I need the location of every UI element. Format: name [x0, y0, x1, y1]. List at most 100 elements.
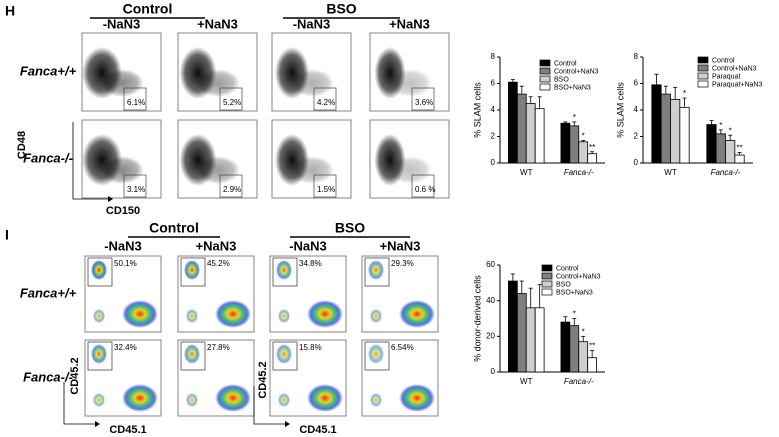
legend-label: Paraquat+NaN3: [712, 81, 763, 88]
legend-swatch: [697, 80, 709, 88]
bar: [507, 280, 518, 373]
condition-label: -NaN3: [289, 238, 327, 253]
axis-arrow: [63, 382, 95, 425]
row-label: Fanca+/+: [20, 285, 77, 300]
condition-label: -NaN3: [293, 16, 331, 31]
bar: [578, 341, 589, 373]
y-tick-label: 6: [491, 79, 496, 88]
cell-cloud: [307, 384, 343, 412]
bar: [715, 133, 726, 164]
group-label: BSO: [326, 1, 356, 17]
cell-cloud: [370, 309, 382, 323]
cell-cloud: [100, 156, 144, 184]
x-tick-label: WT: [520, 377, 533, 386]
bar: [560, 122, 571, 164]
gate: [180, 341, 206, 371]
legend-label: Control: [712, 57, 735, 64]
y-axis-label: % donor-derived cells: [472, 275, 482, 362]
gate: [411, 174, 435, 198]
gate-percent: 32.4%: [114, 343, 137, 352]
cell-cloud: [122, 384, 158, 412]
bar: [734, 154, 745, 164]
significance: *: [573, 310, 576, 319]
y-tick-label: 4: [634, 105, 639, 114]
cell-cloud: [184, 260, 200, 280]
arrow-head: [95, 421, 100, 427]
gate-percent: 1.5%: [317, 185, 335, 194]
bar: [660, 93, 671, 164]
y-tick-label: 60: [486, 260, 495, 269]
gate: [87, 341, 113, 371]
y-tick-label: 0: [634, 158, 639, 167]
cell-cloud: [196, 156, 240, 184]
significance: *: [683, 89, 686, 98]
x-axis-label: CD45.1: [109, 424, 146, 436]
legend-label: Control: [554, 60, 577, 67]
cell-cloud: [91, 260, 107, 280]
bar: [578, 141, 589, 164]
y-axis-label: CD48: [16, 131, 28, 159]
gate: [364, 341, 390, 371]
bar: [679, 106, 690, 164]
cell-cloud: [388, 69, 432, 97]
cell-cloud: [276, 344, 292, 364]
panel-label: I: [5, 227, 9, 243]
axis-arrow: [72, 122, 108, 200]
axis-arrow: [253, 386, 285, 425]
legend-label: Control+NaN3: [554, 68, 599, 75]
significance: **: [736, 144, 742, 153]
bar: [534, 108, 545, 164]
row-label: Fanca-/-: [23, 369, 73, 384]
x-tick-label: Fanca-/-: [564, 377, 594, 386]
legend-swatch: [539, 83, 551, 91]
group-label: Control: [123, 1, 173, 17]
y-tick-label: 0: [491, 367, 496, 376]
legend-swatch: [539, 67, 551, 75]
legend-swatch: [697, 64, 709, 72]
cell-cloud: [278, 309, 290, 323]
gate-percent: 50.1%: [114, 259, 137, 268]
x-tick-label: WT: [664, 168, 677, 177]
y-tick-label: 2: [491, 132, 496, 141]
gate: [411, 87, 435, 111]
gate-percent: 15.8%: [299, 343, 322, 352]
y-axis-label: % SLAM cells: [472, 82, 482, 138]
gate: [123, 174, 147, 198]
x-axis-label: CD150: [106, 205, 140, 217]
cell-cloud: [368, 344, 384, 364]
x-tick-label: WT: [520, 168, 533, 177]
y-tick-label: 20: [486, 331, 495, 340]
cell-cloud: [100, 69, 144, 97]
bar: [560, 321, 571, 373]
gate-percent: 34.8%: [299, 259, 322, 268]
y-axis-label: CD45.2: [69, 357, 81, 394]
bar: [725, 140, 736, 164]
legend-swatch: [541, 288, 553, 296]
cell-cloud: [290, 69, 334, 97]
significance: *: [582, 327, 585, 336]
cell-cloud: [307, 300, 343, 328]
significance: *: [729, 126, 732, 135]
gate-percent: 0.6 %: [415, 185, 435, 194]
cell-cloud: [290, 156, 334, 184]
row-label: Fanca+/+: [20, 63, 77, 78]
bar: [534, 307, 545, 373]
x-axis-label: CD45.1: [299, 424, 336, 436]
gate: [313, 174, 337, 198]
legend-label: BSO+NaN3: [554, 84, 591, 91]
condition-label: +NaN3: [389, 16, 430, 31]
significance: *: [573, 113, 576, 122]
y-tick-label: 2: [634, 132, 639, 141]
bar: [516, 293, 527, 373]
significance: *: [719, 121, 722, 130]
bar: [706, 124, 717, 164]
bar: [670, 99, 681, 164]
gate-percent: 27.8%: [207, 343, 230, 352]
bar: [525, 307, 536, 373]
cell-cloud: [186, 393, 198, 407]
cell-cloud: [122, 300, 158, 328]
cell-cloud: [184, 344, 200, 364]
cell-cloud: [196, 69, 240, 97]
y-tick-label: 6: [634, 79, 639, 88]
